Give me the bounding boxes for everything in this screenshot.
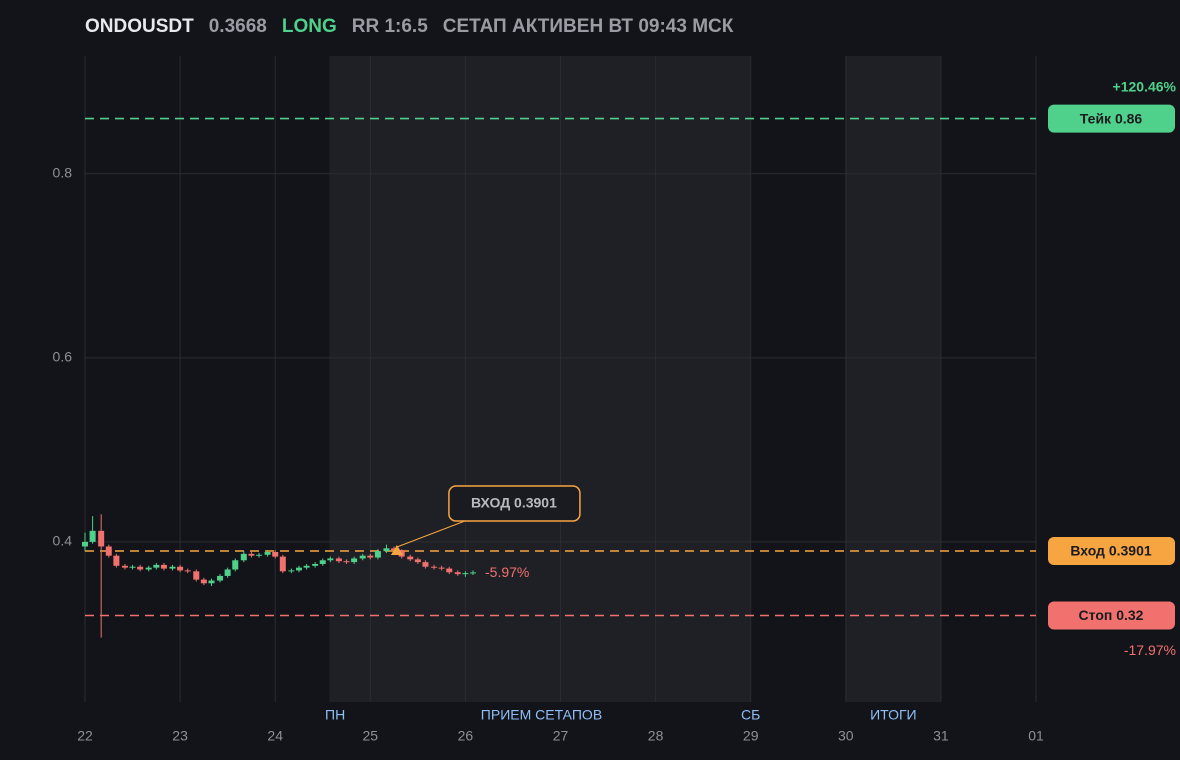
candle-body — [407, 556, 414, 560]
x-tick-label: 25 — [363, 728, 379, 744]
price: 0.3668 — [208, 16, 267, 37]
candle-body — [446, 568, 453, 573]
candle-body — [351, 558, 358, 563]
entry-marker — [390, 544, 403, 555]
candle-body — [383, 548, 390, 552]
entry-callout — [448, 485, 581, 522]
level-label: Вход 0.3901 — [1070, 543, 1152, 559]
candle-body — [374, 551, 381, 558]
header: ONDOUSDT 0.3668 LONG RR 1:6.5 СЕТАП АКТИ… — [85, 16, 733, 38]
candle-body — [327, 558, 334, 561]
candle-body — [343, 561, 350, 563]
candle-body — [295, 567, 302, 571]
candle-body — [232, 560, 239, 570]
level-label: Стоп 0.32 — [1079, 607, 1144, 623]
candle-body — [422, 562, 429, 567]
candle-body — [414, 559, 421, 563]
candle-body — [200, 579, 207, 584]
candle-body — [335, 558, 342, 562]
x-tick-label: 23 — [172, 728, 188, 744]
candle-body — [217, 575, 224, 581]
level-badge — [1048, 536, 1175, 565]
candle-body — [121, 565, 128, 568]
x-tick-label: 26 — [458, 728, 474, 744]
candle-body — [145, 567, 152, 570]
candle-body — [367, 555, 374, 558]
candle-body — [256, 554, 263, 556]
session-band — [845, 56, 941, 702]
session-label: ПН — [325, 707, 345, 723]
x-tick-label: 24 — [267, 728, 283, 744]
candle-body — [137, 566, 144, 570]
y-tick-label: 0.6 — [53, 349, 73, 365]
x-tick-label: 28 — [648, 728, 664, 744]
candle-body — [169, 566, 176, 569]
candle-body — [279, 556, 286, 572]
candle-body — [153, 564, 160, 568]
candle-body — [391, 548, 398, 551]
candle-body — [264, 552, 271, 555]
candle-body — [319, 560, 326, 564]
level-badge — [1048, 601, 1175, 630]
candle-body — [105, 546, 112, 556]
candle-body — [470, 572, 477, 574]
session-label: СБ — [741, 707, 760, 723]
candle-body — [359, 555, 366, 559]
x-tick-label: 29 — [743, 728, 759, 744]
level-badge — [1048, 104, 1175, 133]
candle-body — [462, 573, 469, 575]
candle-body — [272, 552, 279, 557]
y-tick-label: 0.4 — [53, 533, 73, 549]
status: СЕТАП АКТИВЕН ВТ 09:43 МСК — [442, 16, 734, 37]
y-tick-label: 0.8 — [53, 164, 73, 180]
symbol: ONDOUSDT — [85, 16, 194, 37]
level-change: -17.97% — [1124, 642, 1176, 658]
candle-body — [431, 566, 438, 568]
session-label: ПРИЕМ СЕТАПОВ — [481, 707, 602, 723]
side: LONG — [281, 16, 337, 37]
x-tick-label: 30 — [838, 728, 854, 744]
candle-body — [240, 553, 247, 561]
session-band — [329, 56, 751, 702]
x-tick-label: 27 — [553, 728, 569, 744]
candle-body — [208, 580, 215, 584]
candle-body — [288, 570, 295, 572]
candle-body — [248, 553, 255, 556]
candle-body — [177, 566, 184, 571]
risk-reward: RR 1:6.5 — [351, 16, 428, 37]
level-label: Тейк 0.86 — [1080, 110, 1143, 126]
candle-body — [113, 555, 120, 566]
session-label: ИТОГИ — [870, 707, 917, 723]
candle-body — [438, 567, 445, 569]
candle-body — [312, 563, 319, 566]
level-change: +120.46% — [1113, 78, 1177, 94]
entry-label: ВХОД 0.3901 — [471, 495, 557, 511]
entry-connector — [396, 520, 466, 548]
candle-body — [224, 569, 231, 576]
x-tick-label: 22 — [77, 728, 93, 744]
candle-body — [303, 565, 310, 568]
candle-body — [193, 571, 200, 580]
candle-body — [89, 530, 96, 542]
candle-body — [98, 530, 105, 547]
candle-body — [454, 572, 461, 575]
candle-body — [129, 566, 136, 568]
x-tick-label: 01 — [1028, 728, 1044, 744]
x-tick-label: 31 — [933, 728, 949, 744]
candle-body — [160, 564, 167, 569]
current-change: -5.97% — [485, 564, 529, 580]
candle-body — [82, 541, 88, 547]
candle-body — [184, 570, 191, 572]
